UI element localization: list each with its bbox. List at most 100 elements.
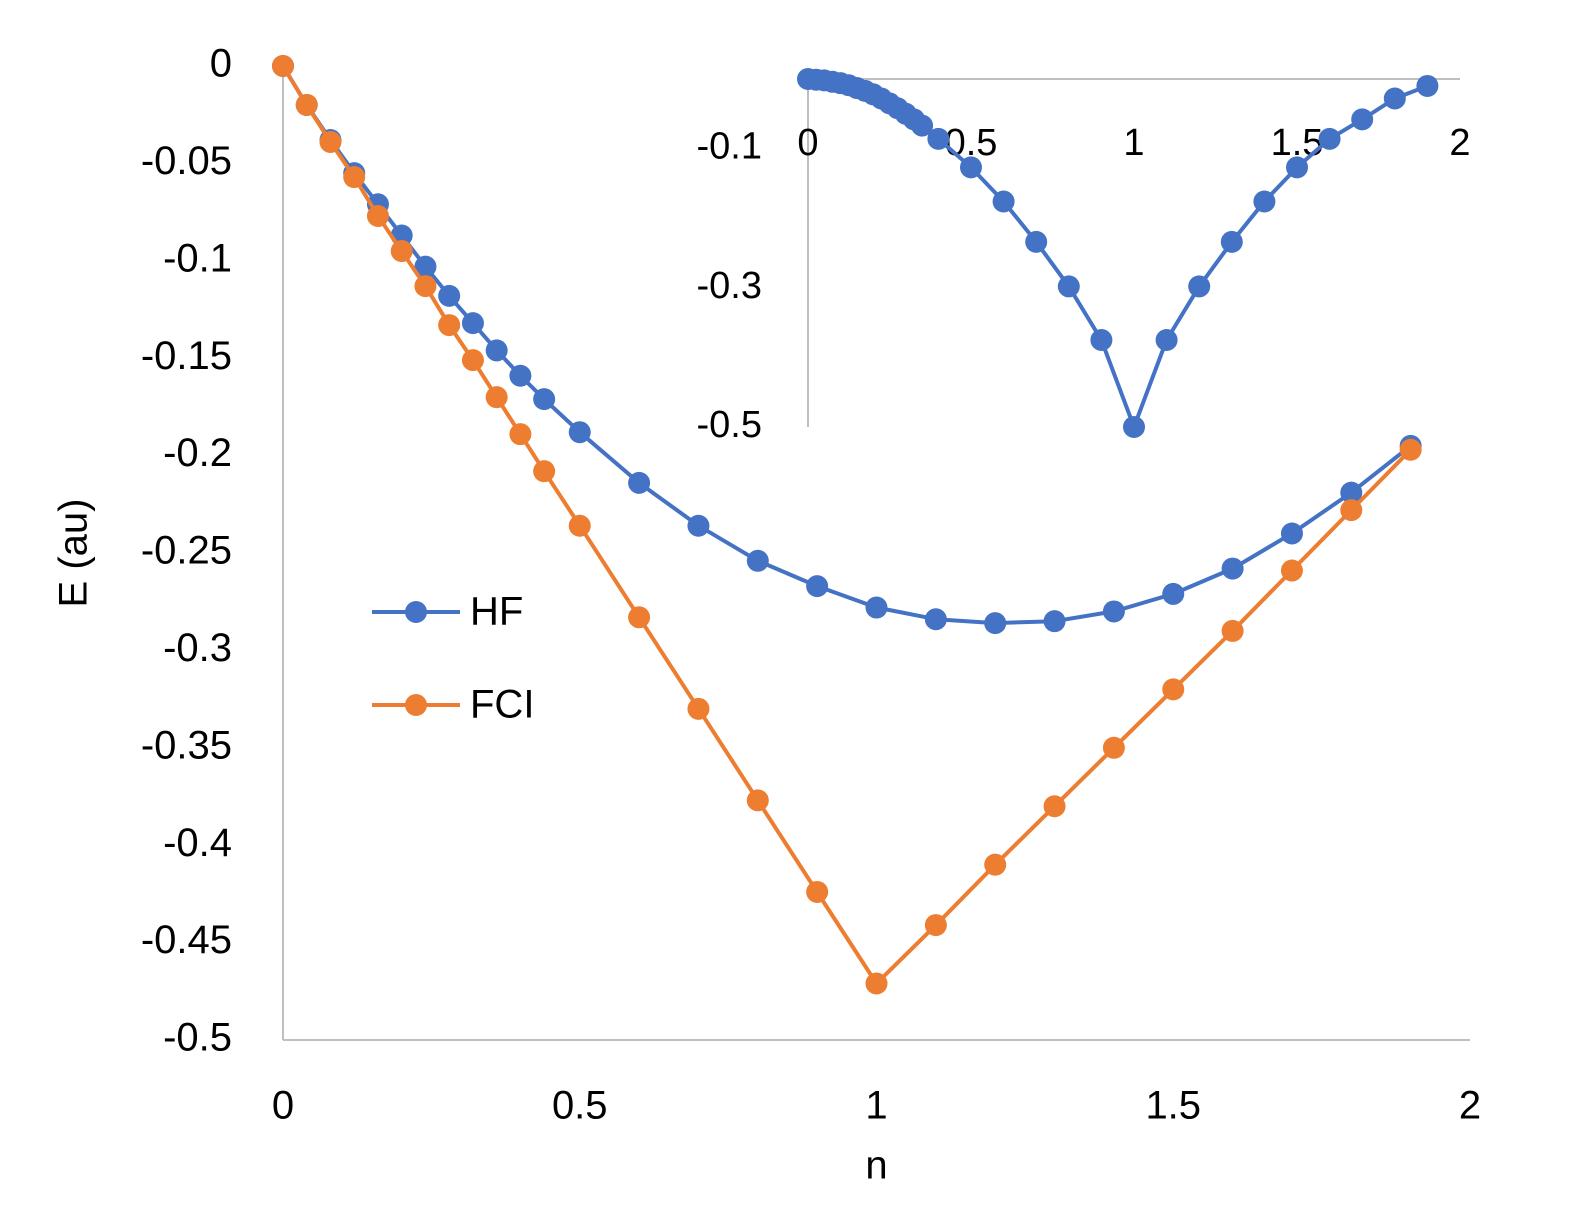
data-point-fci	[865, 972, 888, 995]
legend: HF FCI	[372, 590, 534, 727]
inset-plot: -0.1-0.3-0.50 0.5 1 1.5 2	[697, 68, 1471, 446]
inset-data-point	[1090, 329, 1113, 351]
inset-x-tick-label: 0	[797, 122, 818, 164]
y-tick-label: -0.4	[163, 821, 232, 865]
data-point-hf	[1043, 610, 1066, 633]
inset-data-point	[1155, 329, 1178, 351]
data-point-hf	[1102, 600, 1125, 623]
series-line-fci	[281, 64, 1413, 986]
legend-entry-fci: FCI	[372, 683, 534, 727]
inset-series	[797, 68, 1439, 438]
data-point-fci	[746, 789, 769, 812]
data-point-fci	[366, 204, 389, 227]
inset-y-tick-label: -0.3	[697, 265, 762, 307]
y-tick-label: -0.05	[141, 139, 232, 183]
series-hf	[272, 55, 1422, 635]
y-tick-label: -0.1	[163, 236, 232, 280]
inset-data-point	[1220, 230, 1243, 253]
data-point-fci	[1340, 499, 1363, 522]
data-point-fci	[319, 130, 342, 153]
main-plot: 0 -0.05 -0.1 -0.15 -0.2 -0.25 -0.3 -0.35 -0.4 -0.…	[52, 42, 1482, 1188]
legend-entry-hf: HF	[372, 590, 523, 634]
inset-data-point	[1383, 87, 1406, 110]
y-axis-title: E (au)	[52, 499, 96, 608]
inset-x-tick-label: 2	[1449, 122, 1470, 164]
data-point-fci	[461, 349, 484, 372]
inset-data-point	[992, 190, 1015, 213]
data-point-hf	[414, 255, 437, 278]
data-point-hf	[1162, 582, 1185, 605]
x-axis-title: n	[865, 1144, 887, 1188]
data-point-hf	[485, 339, 508, 362]
data-point-hf	[1221, 557, 1244, 580]
inset-data-point	[1057, 275, 1080, 298]
data-point-fci	[390, 240, 413, 263]
y-tick-label: -0.35	[141, 723, 232, 767]
x-tick-label: 0	[272, 1084, 294, 1128]
data-point-fci	[1280, 559, 1303, 582]
data-point-hf	[924, 608, 947, 631]
data-point-hf	[1340, 481, 1363, 504]
data-point-hf	[568, 421, 591, 444]
x-tick-label: 2	[1459, 1084, 1481, 1128]
legend-swatch-marker	[405, 601, 427, 623]
inset-data-point	[1351, 108, 1374, 131]
inset-data-point	[1188, 275, 1211, 298]
x-tick-label: 0.5	[552, 1084, 608, 1128]
data-point-fci	[1221, 619, 1244, 642]
data-point-fci	[509, 423, 532, 446]
y-tick-label: -0.2	[163, 431, 232, 475]
data-point-hf	[438, 284, 461, 307]
data-point-fci	[533, 460, 556, 483]
data-point-hf	[509, 364, 532, 387]
inset-data-point	[1416, 74, 1439, 97]
inset-data-point	[927, 127, 950, 150]
legend-swatch-marker	[405, 694, 427, 716]
data-point-fci	[924, 914, 947, 937]
data-point-fci	[1043, 795, 1066, 818]
x-tick-label: 1	[865, 1084, 887, 1128]
series-fci	[272, 55, 1422, 995]
data-point-fci	[984, 853, 1007, 876]
inset-data-point	[1123, 416, 1145, 438]
y-tick-label: -0.45	[141, 918, 232, 962]
data-point-hf	[533, 388, 556, 411]
data-point-hf	[865, 596, 888, 619]
data-point-fci	[1102, 736, 1125, 759]
data-point-hf	[806, 575, 829, 598]
inset-x-tick-label: 1	[1123, 122, 1144, 164]
data-point-fci	[687, 697, 710, 720]
data-point-fci	[806, 880, 829, 903]
y-tick-label: -0.3	[163, 626, 232, 670]
y-tick-label: 0	[210, 42, 232, 86]
series-line-hf	[281, 64, 1412, 626]
inset-data-point	[1318, 127, 1341, 150]
x-tick-label: 1.5	[1145, 1084, 1201, 1128]
data-point-fci	[343, 166, 366, 189]
data-point-hf	[628, 471, 651, 494]
data-point-fci	[438, 314, 461, 337]
data-point-fci	[295, 93, 318, 116]
y-tick-label: -0.25	[141, 529, 232, 573]
y-tick-label: -0.15	[141, 334, 232, 378]
data-point-hf	[984, 612, 1007, 635]
legend-label: HF	[470, 590, 523, 634]
data-point-fci	[414, 275, 437, 298]
data-point-hf	[461, 312, 484, 335]
inset-data-point	[1253, 190, 1276, 213]
data-point-fci	[1162, 678, 1185, 701]
data-point-hf	[1280, 522, 1303, 545]
data-point-fci	[485, 386, 508, 409]
inset-y-tick-label: -0.5	[697, 404, 762, 446]
inset-y-tick-label: -0.1	[697, 126, 762, 168]
y-tick-label: -0.5	[163, 1016, 232, 1060]
inset-data-point	[911, 114, 934, 137]
data-point-hf	[687, 514, 710, 537]
inset-data-point	[1025, 230, 1048, 253]
data-point-fci	[272, 55, 294, 77]
inset-data-point	[1286, 156, 1308, 179]
data-point-fci	[568, 514, 591, 537]
data-point-fci	[1399, 438, 1422, 461]
